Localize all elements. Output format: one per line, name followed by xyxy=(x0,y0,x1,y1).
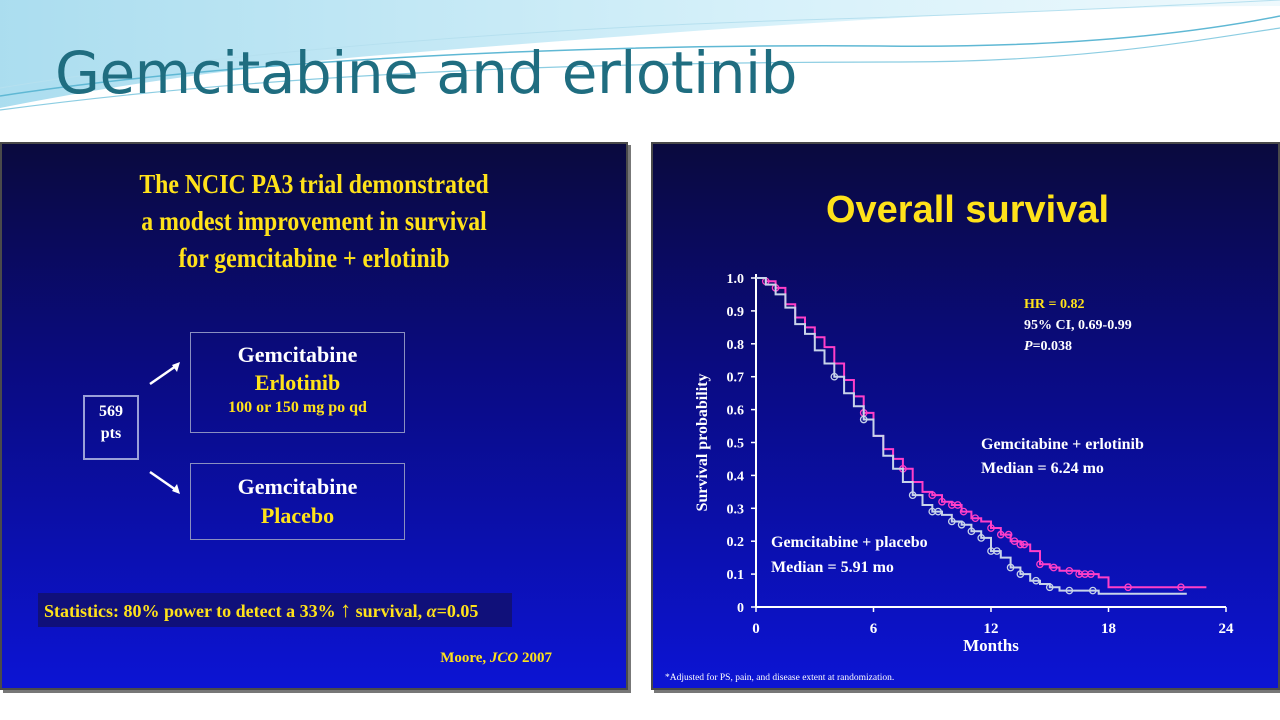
erlotinib-censor-mark xyxy=(959,507,968,516)
erlotinib-censor-mark xyxy=(1087,570,1095,578)
placebo-censor-mark xyxy=(859,415,868,424)
y-tick-label: 0.4 xyxy=(727,469,745,484)
erlotinib-censor-mark xyxy=(1036,560,1044,569)
slide-header-swoosh xyxy=(0,0,1280,111)
erlotinib-median-label: Median = 6.24 mo xyxy=(981,460,1104,477)
overall-survival-panel: Overall survival 0 0.1 0.2 0.3 0.4 0.5 0.6 0.7 0… xyxy=(651,142,1280,690)
placebo-censor-mark xyxy=(1006,563,1015,572)
erlotinib-censor-mark xyxy=(938,497,946,506)
trial-summary-line: for gemcitabine + erlotinib xyxy=(178,243,450,273)
statistics-suffix: =0.05 xyxy=(436,601,479,621)
placebo-censor-mark xyxy=(1088,586,1097,595)
y-tick-label: 0.7 xyxy=(727,371,745,386)
placebo-censor-mark xyxy=(1065,586,1074,595)
placebo-censor-mark xyxy=(957,520,966,529)
erlotinib-censor-mark xyxy=(1004,530,1013,539)
placebo-censor-mark xyxy=(908,491,917,499)
y-tick-label: 1.0 xyxy=(727,272,745,287)
arm-placebo-addition: Placebo xyxy=(260,503,335,528)
erlotinib-censor-mark xyxy=(1049,563,1058,572)
p-symbol: P xyxy=(1024,339,1033,354)
arm-placebo-box: Gemcitabine Placebo xyxy=(190,463,405,540)
hazard-ratio-label: HR = 0.82 xyxy=(1024,297,1084,312)
erlotinib-censor-mark xyxy=(1065,566,1074,575)
placebo-censor-mark xyxy=(1032,576,1040,585)
randomization-arrows xyxy=(149,362,180,494)
p-number: =0.038 xyxy=(1033,339,1072,354)
arm-erlotinib-box: Gemcitabine Erlotinib 100 or 150 mg po q… xyxy=(190,332,405,433)
arm-erlotinib-addition: Erlotinib xyxy=(254,370,341,395)
p-value-label: P=0.038 xyxy=(1024,339,1072,354)
y-tick-label: 0.1 xyxy=(727,568,745,583)
slide-title: Gemcitabine and erlotinib xyxy=(55,39,797,107)
placebo-censor-mark xyxy=(1045,583,1054,592)
placebo-censor-mark xyxy=(967,527,976,536)
survival-chart: 0 0.1 0.2 0.3 0.4 0.5 0.6 0.7 0.8 0.9 1.0 0 6 12 18 24 M… xyxy=(694,272,1235,655)
statistics-middle: survival, xyxy=(351,601,427,621)
erlotinib-censor-mark xyxy=(1124,583,1132,592)
placebo-median-label: Median = 5.91 mo xyxy=(771,559,894,576)
y-axis-label: Survival probability xyxy=(694,374,711,512)
statistics-prefix: Statistics: 80% power to detect a 33% xyxy=(44,601,341,621)
patients-box: 569 pts xyxy=(83,395,139,460)
trial-summary-line: a modest improvement in survival xyxy=(141,206,487,236)
confidence-interval-label: 95% CI, 0.69-0.99 xyxy=(1024,318,1132,333)
citation-author: Moore, xyxy=(440,650,490,666)
placebo-censor-mark xyxy=(934,507,942,516)
trial-summary-line: The NCIC PA3 trial demonstrated xyxy=(139,169,489,199)
up-arrow-icon: ↑ xyxy=(340,597,352,622)
erlotinib-censor-mark xyxy=(1016,540,1025,549)
y-tick-label: 0.2 xyxy=(727,535,745,550)
citation-year: 2007 xyxy=(518,650,552,666)
erlotinib-censor-mark xyxy=(987,524,995,532)
y-tick-label: 0.3 xyxy=(727,502,745,517)
arm-erlotinib-dose: 100 or 150 mg po qd xyxy=(228,399,367,416)
erlotinib-censor-mark xyxy=(1010,537,1019,546)
patient-unit: pts xyxy=(100,425,122,442)
placebo-censor-mark xyxy=(830,372,839,381)
placebo-censor-mark xyxy=(947,517,956,526)
x-tick-label: 0 xyxy=(752,621,760,637)
erlotinib-censor-mark xyxy=(971,514,980,523)
arm-erlotinib-drug: Gemcitabine xyxy=(237,342,358,367)
x-tick-label: 12 xyxy=(984,621,999,637)
erlotinib-censor-mark xyxy=(1020,540,1029,549)
citation: Moore, JCO 2007 xyxy=(402,650,552,667)
erlotinib-censor-mark xyxy=(996,530,1005,539)
placebo-survival-curve xyxy=(756,277,1187,595)
x-tick-label: 24 xyxy=(1219,621,1235,637)
trial-design-panel: The NCIC PA3 trial demonstrated a modest… xyxy=(0,142,628,690)
chart-title: Overall survival xyxy=(825,189,1110,231)
y-tick-label: 0.5 xyxy=(727,437,745,452)
x-axis-label: Months xyxy=(963,636,1019,655)
x-tick-label: 18 xyxy=(1101,621,1116,637)
placebo-censor-mark xyxy=(993,547,1001,555)
placebo-series-label: Gemcitabine + placebo xyxy=(771,534,928,551)
erlotinib-series-label: Gemcitabine + erlotinib xyxy=(981,436,1144,453)
trial-summary-heading: The NCIC PA3 trial demonstrated a modest… xyxy=(57,166,571,277)
y-tick-label: 0.9 xyxy=(727,305,745,320)
y-tick-label: 0 xyxy=(737,601,744,616)
statistics-line: Statistics: 80% power to detect a 33% ↑ … xyxy=(38,593,512,627)
x-tick-label: 6 xyxy=(870,621,878,637)
y-tick-label: 0.8 xyxy=(727,338,745,353)
citation-journal: JCO xyxy=(489,650,519,666)
placebo-censor-mark xyxy=(977,534,986,542)
erlotinib-censor-mark xyxy=(953,501,962,509)
alpha-symbol: α xyxy=(426,601,437,621)
chart-footnote: *Adjusted for PS, pain, and disease exte… xyxy=(665,673,895,683)
patient-count: 569 xyxy=(99,403,123,420)
erlotinib-censor-mark xyxy=(1177,583,1185,592)
erlotinib-censor-mark xyxy=(928,491,937,499)
placebo-censor-mark xyxy=(1016,570,1025,578)
y-tick-label: 0.6 xyxy=(727,404,745,419)
arm-placebo-drug: Gemcitabine xyxy=(237,474,358,499)
